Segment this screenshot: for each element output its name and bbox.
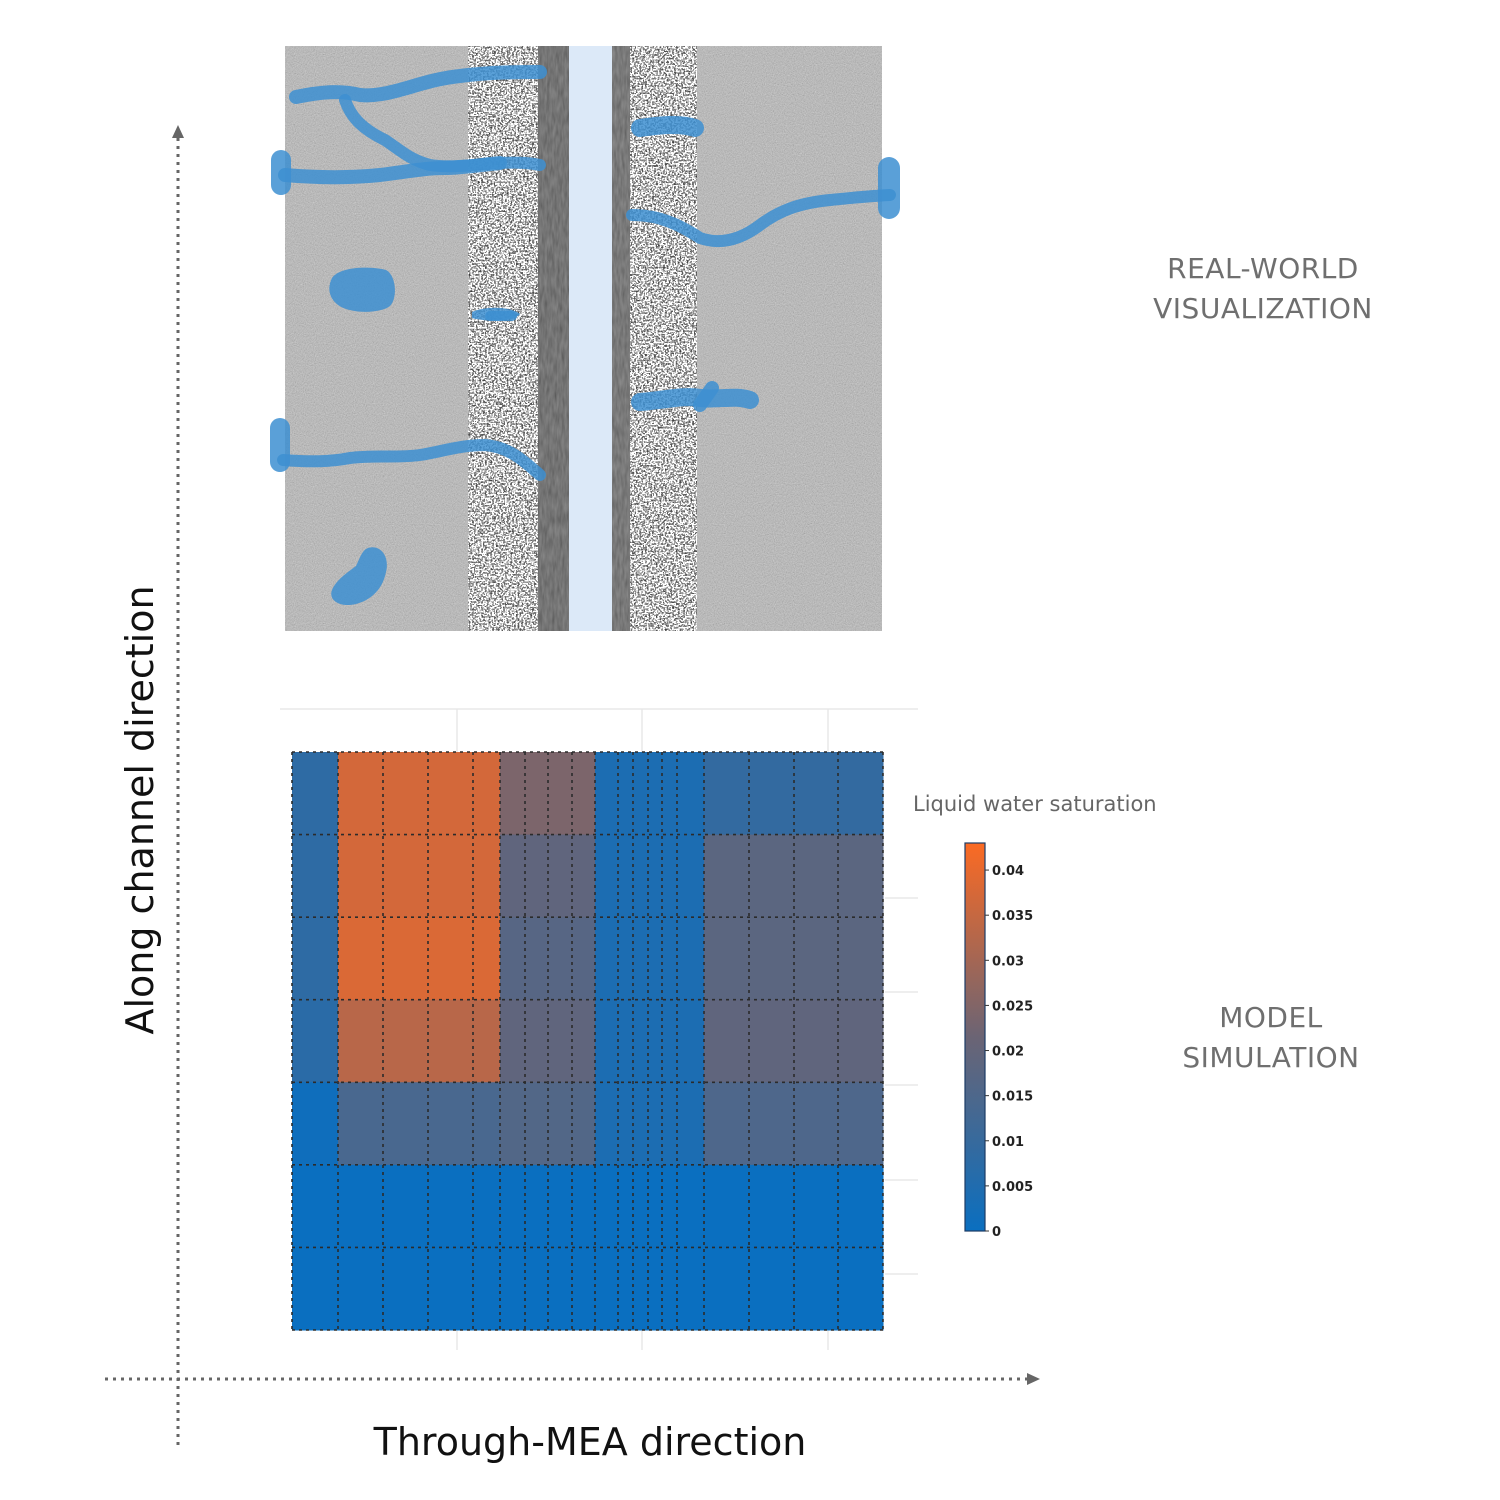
heatmap-cell: [500, 834, 596, 918]
heatmap-cell: [595, 1164, 705, 1248]
real-world-label-line2: VISUALIZATION: [1153, 292, 1373, 325]
heatmap-cell: [338, 1164, 501, 1248]
water-path: [631, 116, 704, 137]
heatmap-cell: [595, 834, 705, 918]
heatmap-cell: [500, 1247, 596, 1331]
water-path: [277, 439, 546, 481]
colorbar-tick-label: 0.035: [992, 909, 1033, 924]
colorbar-tick-label: 0.025: [992, 999, 1033, 1014]
water-droplet: [331, 547, 387, 606]
heatmap-cell: [704, 917, 884, 1001]
heatmap-cell: [338, 834, 501, 918]
heatmap-cell: [704, 834, 884, 918]
water-blobs: [329, 267, 520, 606]
x-axis-arrow: [105, 1373, 1040, 1385]
heatmap-cell: [292, 917, 339, 1001]
real-world-image: [270, 46, 900, 631]
model-label-line1: MODEL: [1219, 1001, 1323, 1034]
heatmap-cell: [292, 752, 339, 836]
catalyst-layer-anode: [468, 46, 538, 631]
heatmap-cell: [595, 1247, 705, 1331]
heatmap-cell: [338, 999, 501, 1083]
water-droplet: [472, 307, 520, 321]
heatmap-cell: [292, 999, 339, 1083]
colorbar-tick-label: 0.015: [992, 1090, 1033, 1105]
y-axis-title: Along channel direction: [118, 585, 162, 1034]
heatmap-cell: [595, 752, 705, 836]
heatmap-cell: [338, 917, 501, 1001]
heatmap-cell: [500, 917, 596, 1001]
colorbar-tick-label: 0.01: [992, 1135, 1024, 1150]
heatmap-cell: [292, 1247, 339, 1331]
heatmap-cell: [704, 1247, 884, 1331]
colorbar: [964, 842, 986, 1232]
water-droplet: [329, 267, 395, 312]
heatmap-cell: [292, 1082, 339, 1166]
heatmap-cell: [704, 752, 884, 836]
water-path: [626, 189, 896, 248]
real-world-label-line1: REAL-WORLD: [1167, 252, 1359, 285]
x-axis-title: Through-MEA direction: [373, 1420, 807, 1464]
heatmap-cell: [292, 1164, 339, 1248]
catalyst-layer-cathode: [630, 46, 697, 631]
water-path: [289, 65, 547, 104]
membrane-band: [569, 46, 612, 631]
heatmap-cell: [292, 834, 339, 918]
colorbar-tick-label: 0.03: [992, 954, 1024, 969]
heatmap-mesh: [291, 751, 884, 1331]
heatmap-cell: [500, 752, 596, 836]
colorbar-tick-label: 0: [992, 1225, 1001, 1240]
heatmap-cell: [595, 1082, 705, 1166]
model-label-line2: SIMULATION: [1182, 1041, 1359, 1074]
colorbar-tick-label: 0.02: [992, 1045, 1024, 1060]
heatmap-cell: [338, 1247, 501, 1331]
colorbar-tick-label: 0.04: [992, 864, 1024, 879]
heatmap-cell: [704, 1164, 884, 1248]
heatmap-cell: [338, 1082, 501, 1166]
colorbar-ticks: 0 0.005 0.01 0.015 0.02 0.025 0.03 0.035 0.04: [985, 864, 1033, 1240]
water-path: [693, 381, 719, 412]
heatmap-cell: [338, 752, 501, 836]
heatmap-cell: [595, 917, 705, 1001]
y-axis-arrow: [172, 125, 184, 1445]
colorbar-tick-label: 0.005: [992, 1180, 1033, 1195]
heatmap-cell: [595, 999, 705, 1083]
saturation-heatmap: [292, 752, 884, 1331]
water-path: [278, 156, 507, 185]
colorbar-title: Liquid water saturation: [913, 792, 1157, 816]
heatmap-cell: [500, 1164, 596, 1248]
